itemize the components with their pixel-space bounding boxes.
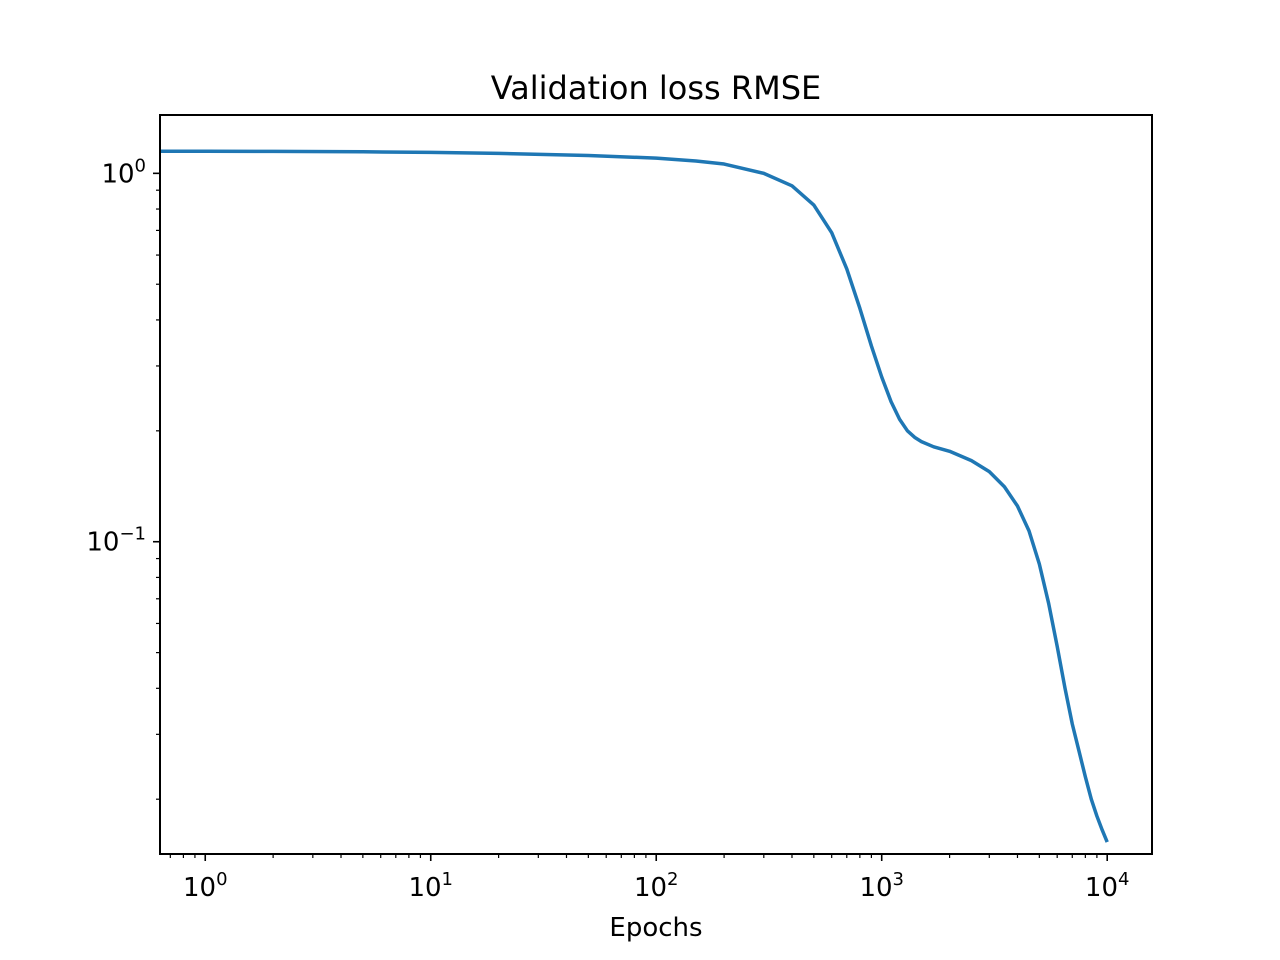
x-tick-label: 103: [859, 869, 904, 903]
y-tick-label: 100: [101, 155, 146, 189]
series-line-0: [160, 149, 1109, 843]
x-tick-label: 104: [1085, 869, 1130, 903]
x-tick-label: 101: [408, 869, 453, 903]
x-tick-label: 100: [183, 869, 228, 903]
x-axis-label: Epochs: [609, 913, 702, 943]
chart-title: Validation loss RMSE: [491, 69, 822, 107]
plot-layer: [160, 149, 1109, 843]
tick-layer: 100 101 102 103 104 100 10−1: [86, 155, 1129, 903]
x-tick-label: 102: [634, 869, 679, 903]
y-tick-label: 10−1: [86, 524, 146, 558]
